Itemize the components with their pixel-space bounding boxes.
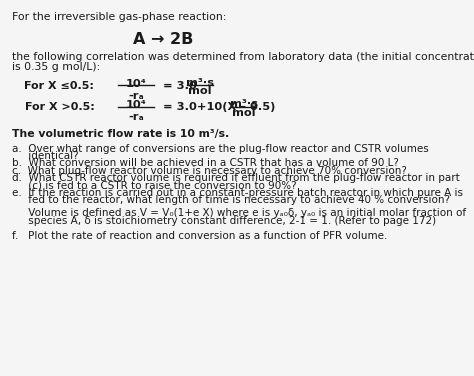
Text: The volumetric flow rate is 10 m³/s.: The volumetric flow rate is 10 m³/s. <box>12 129 230 139</box>
Text: m³⋅s: m³⋅s <box>229 99 258 109</box>
Text: For X >0.5:: For X >0.5: <box>25 102 94 112</box>
Text: c.  What plug-flow reactor volume is necessary to achieve 70% conversion?: c. What plug-flow reactor volume is nece… <box>12 166 407 176</box>
Text: is 0.35 g mol/L):: is 0.35 g mol/L): <box>12 62 100 72</box>
Text: 10⁴: 10⁴ <box>126 79 146 89</box>
Text: species A, δ is stoichiometry constant difference, 2-1 = 1. (Refer to page 172): species A, δ is stoichiometry constant d… <box>12 216 437 226</box>
Text: Volume is defined as V = V₀(1+e X) where e is yₐ₀δ, yₐ₀ is an initial molar frac: Volume is defined as V = V₀(1+e X) where… <box>12 208 466 218</box>
Text: d.  What CSTR reactor volume is required if effluent from the plug-flow reactor : d. What CSTR reactor volume is required … <box>12 173 460 183</box>
Text: m³⋅s: m³⋅s <box>186 77 214 88</box>
Text: b.  What conversion will be achieved in a CSTR that has a volume of 90 L?: b. What conversion will be achieved in a… <box>12 158 399 168</box>
Text: a.  Over what range of conversions are the plug-flow reactor and CSTR volumes: a. Over what range of conversions are th… <box>12 144 429 153</box>
Text: = 3.0+10(X – 0.5): = 3.0+10(X – 0.5) <box>163 102 275 112</box>
Text: the following correlation was determined from laboratory data (the initial conce: the following correlation was determined… <box>12 52 474 62</box>
Text: A → 2B: A → 2B <box>133 32 193 47</box>
Text: -rₐ: -rₐ <box>128 91 144 101</box>
Text: (c) is fed to a CSTR to raise the conversion to 90%?: (c) is fed to a CSTR to raise the conver… <box>12 180 297 191</box>
Text: -rₐ: -rₐ <box>128 112 144 123</box>
Text: 10⁴: 10⁴ <box>126 100 146 110</box>
Text: mol: mol <box>232 108 255 118</box>
Text: mol: mol <box>189 86 212 96</box>
Text: For the irreversible gas-phase reaction:: For the irreversible gas-phase reaction: <box>12 12 227 22</box>
Text: fed to the reactor, what length of time is necessary to achieve 40 % conversion?: fed to the reactor, what length of time … <box>12 196 450 205</box>
Text: = 3.0: = 3.0 <box>164 80 197 91</box>
Text: identical?: identical? <box>12 151 79 161</box>
Text: For X ≤0.5:: For X ≤0.5: <box>25 80 94 91</box>
Text: e.  If the reaction is carried out in a constant-pressure batch reactor in which: e. If the reaction is carried out in a c… <box>12 188 464 198</box>
Text: f.   Plot the rate of reaction and conversion as a function of PFR volume.: f. Plot the rate of reaction and convers… <box>12 230 388 241</box>
